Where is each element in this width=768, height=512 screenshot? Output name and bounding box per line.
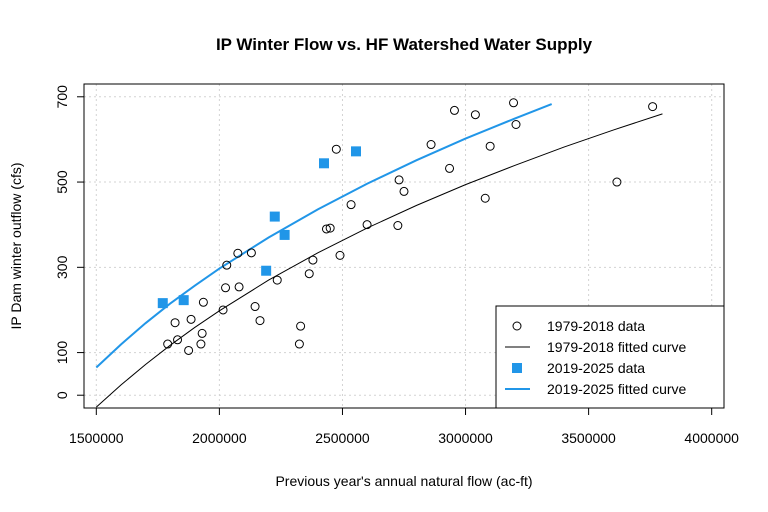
fitted-curve-1979-2018-fitted-curve	[95, 113, 663, 408]
data-point-1979-2018	[198, 297, 208, 307]
data-point-1979-2018	[296, 321, 306, 331]
x-axis-label: Previous year's annual natural flow (ac-…	[275, 473, 532, 489]
data-point-1979-2018	[246, 248, 256, 258]
data-point-1979-2018	[509, 98, 519, 108]
data-point-1979-2018	[426, 140, 436, 150]
fitted-curve-2019-2025-fitted-curve	[95, 103, 553, 369]
data-point-1979-2018	[612, 177, 622, 187]
data-point-2019-2025	[279, 229, 290, 240]
data-point-1979-2018	[346, 200, 356, 210]
legend-box	[495, 305, 725, 409]
data-point-1979-2018	[294, 339, 304, 349]
data-point-1979-2018	[470, 110, 480, 120]
x-tick-label: 1500000	[69, 430, 124, 446]
data-point-1979-2018	[186, 314, 196, 324]
series-layer	[95, 98, 663, 408]
legend-symbol-blue-square	[512, 363, 522, 373]
data-point-1979-2018	[197, 328, 207, 338]
y-axis: 0 100 300 500 700	[54, 85, 85, 399]
y-tick-label: 300	[54, 255, 70, 279]
y-tick-label: 500	[54, 170, 70, 194]
legend-label-1979-2018-fitted-curve: 1979-2018 fitted curve	[547, 339, 687, 355]
data-point-1979-2018	[399, 186, 409, 196]
data-point-1979-2018	[445, 163, 455, 173]
data-point-1979-2018	[222, 260, 232, 270]
data-point-1979-2018	[449, 105, 459, 115]
x-tick-label: 3500000	[561, 430, 616, 446]
data-point-1979-2018	[648, 102, 658, 112]
data-point-1979-2018	[184, 345, 194, 355]
data-point-1979-2018	[163, 339, 173, 349]
y-tick-label: 100	[54, 341, 70, 365]
legend-label-2019-2025-fitted-curve: 2019-2025 fitted curve	[547, 381, 687, 397]
data-point-2019-2025	[269, 211, 280, 222]
legend: 1979-2018 data 1979-2018 fitted curve 20…	[495, 305, 725, 409]
y-tick-label: 0	[54, 391, 70, 399]
data-point-2019-2025	[351, 146, 361, 157]
y-tick-label: 700	[54, 85, 70, 109]
x-tick-label: 3000000	[438, 430, 493, 446]
data-point-2019-2025	[261, 265, 272, 276]
data-point-1979-2018	[255, 316, 265, 326]
data-point-1979-2018	[218, 305, 228, 315]
data-point-1979-2018	[272, 275, 282, 285]
data-point-1979-2018	[221, 283, 231, 293]
data-point-2019-2025	[157, 298, 168, 309]
data-point-1979-2018	[393, 221, 403, 231]
data-point-2019-2025	[178, 295, 189, 306]
data-point-1979-2018	[308, 255, 318, 265]
data-point-1979-2018	[335, 250, 345, 260]
x-axis: 1500000 2000000 2500000 3000000 3500000 40000…	[69, 407, 739, 446]
legend-label-2019-2025-data: 2019-2025 data	[547, 360, 645, 376]
data-point-1979-2018	[362, 220, 372, 230]
data-point-1979-2018	[480, 193, 490, 203]
data-point-1979-2018	[304, 269, 314, 279]
data-point-1979-2018	[234, 282, 244, 292]
x-tick-label: 4000000	[684, 430, 739, 446]
x-tick-label: 2000000	[192, 430, 247, 446]
data-point-1979-2018	[196, 339, 206, 349]
data-point-1979-2018	[321, 224, 331, 234]
data-point-1979-2018	[170, 318, 180, 328]
data-point-1979-2018	[173, 335, 183, 345]
data-point-1979-2018	[394, 175, 404, 185]
data-point-1979-2018	[485, 141, 495, 151]
data-point-1979-2018	[511, 120, 521, 129]
y-axis-label: IP Dam winter outflow (cfs)	[8, 162, 24, 329]
data-point-2019-2025	[319, 158, 329, 169]
data-point-1979-2018	[325, 223, 335, 233]
legend-symbol-open-circle	[512, 321, 522, 331]
legend-label-1979-2018-data: 1979-2018 data	[547, 318, 645, 334]
chart-title: IP Winter Flow vs. HF Watershed Water Su…	[216, 35, 593, 54]
data-point-1979-2018	[250, 302, 260, 312]
data-point-1979-2018	[331, 144, 341, 154]
x-tick-label: 2500000	[315, 430, 370, 446]
data-point-1979-2018	[233, 248, 243, 258]
